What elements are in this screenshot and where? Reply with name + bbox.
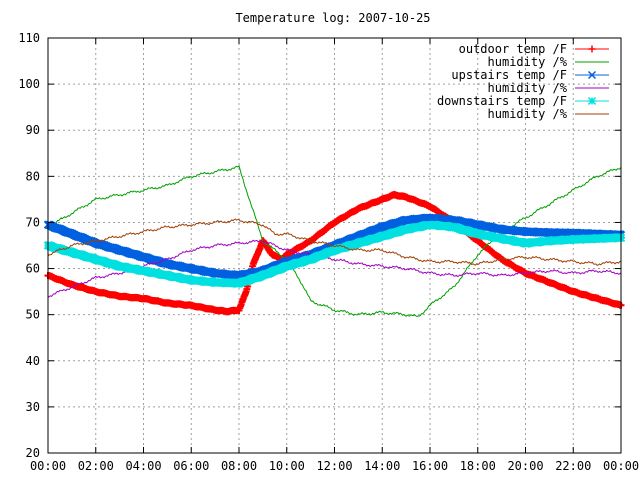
y-tick-label: 50 bbox=[26, 308, 40, 322]
x-tick-label: 00:00 bbox=[30, 459, 66, 473]
y-tick-label: 110 bbox=[18, 31, 40, 45]
x-tick-label: 02:00 bbox=[78, 459, 114, 473]
legend-item: outdoor temp /F bbox=[459, 42, 609, 56]
legend-item: downstairs temp /F bbox=[437, 94, 609, 108]
y-tick-label: 40 bbox=[26, 354, 40, 368]
legend-label: humidity /% bbox=[488, 81, 568, 95]
legend-marker bbox=[588, 45, 596, 53]
x-tick-label: 10:00 bbox=[269, 459, 305, 473]
y-tick-label: 30 bbox=[26, 400, 40, 414]
x-tick-label: 00:00 bbox=[603, 459, 639, 473]
legend-item: humidity /% bbox=[488, 107, 609, 121]
y-tick-label: 60 bbox=[26, 262, 40, 276]
legend-label: outdoor temp /F bbox=[459, 42, 567, 56]
x-tick-label: 22:00 bbox=[555, 459, 591, 473]
x-tick-label: 16:00 bbox=[412, 459, 448, 473]
tick-labels: 20 30 40 50 60 70 80 90 100 110 00:00 02:00 04:00 06:… bbox=[18, 31, 639, 473]
x-tick-label: 14:00 bbox=[364, 459, 400, 473]
legend-label: humidity /% bbox=[488, 107, 568, 121]
y-tick-label: 70 bbox=[26, 215, 40, 229]
x-tick-label: 08:00 bbox=[221, 459, 257, 473]
legend-item: upstairs temp /F bbox=[451, 68, 609, 82]
legend-item: humidity /% bbox=[488, 81, 609, 95]
series-line bbox=[47, 218, 622, 266]
x-tick-label: 20:00 bbox=[507, 459, 543, 473]
x-tick-label: 04:00 bbox=[125, 459, 161, 473]
y-tick-label: 90 bbox=[26, 123, 40, 137]
legend-label: downstairs temp /F bbox=[437, 94, 567, 108]
x-tick-label: 12:00 bbox=[316, 459, 352, 473]
legend-label: upstairs temp /F bbox=[451, 68, 567, 82]
x-tick-label: 06:00 bbox=[173, 459, 209, 473]
legend-label: humidity /% bbox=[488, 55, 568, 69]
series-6 bbox=[47, 218, 622, 266]
tick-marks bbox=[47, 37, 622, 454]
x-tick-label: 18:00 bbox=[460, 459, 496, 473]
legend-item: humidity /% bbox=[488, 55, 609, 69]
y-tick-label: 80 bbox=[26, 169, 40, 183]
legend-marker bbox=[587, 96, 597, 106]
series-2 bbox=[47, 164, 622, 317]
series-line bbox=[47, 164, 622, 317]
y-tick-label: 20 bbox=[26, 446, 40, 460]
legend-marker bbox=[587, 70, 597, 80]
chart-title: Temperature log: 2007-10-25 bbox=[235, 11, 430, 25]
y-tick-label: 100 bbox=[18, 77, 40, 91]
